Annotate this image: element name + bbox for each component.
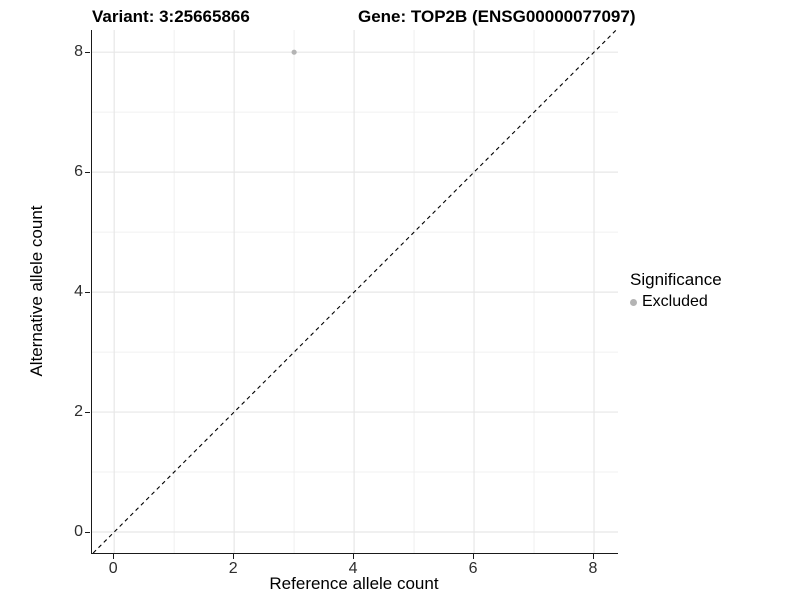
y-tick-label: 8 (74, 43, 83, 61)
excluded-point-icon (630, 298, 637, 306)
data-point (291, 49, 297, 55)
y-tick-mark (85, 411, 90, 413)
y-tick-label: 0 (74, 523, 83, 540)
y-tick-label: 4 (74, 283, 83, 301)
variant-title: Variant: 3:25665866 (92, 7, 250, 26)
x-tick-label: 4 (348, 560, 358, 577)
x-tick-mark (592, 554, 594, 559)
y-tick-mark (85, 51, 90, 53)
legend-item-excluded: Excluded (630, 293, 722, 311)
x-tick-label: 2 (228, 560, 238, 577)
x-axis-title: Reference allele count (269, 574, 439, 593)
y-tick-mark (85, 291, 90, 293)
x-tick-mark (352, 554, 354, 559)
x-tick-label: 6 (468, 560, 478, 577)
y-axis-title: Alternative allele count (27, 205, 46, 377)
plot-canvas (92, 30, 618, 553)
y-tick-mark (85, 531, 90, 533)
y-tick-label: 6 (74, 163, 83, 181)
x-tick-label: 8 (588, 560, 598, 577)
y-tick-mark (85, 171, 90, 173)
plot-panel (91, 30, 618, 554)
legend: Significance Excluded (630, 270, 722, 311)
legend-item-label: Excluded (642, 293, 708, 310)
x-tick-mark (472, 554, 474, 559)
y-tick-label: 2 (74, 403, 83, 421)
legend-title: Significance (630, 270, 722, 289)
gene-title: Gene: TOP2B (ENSG00000077097) (358, 7, 636, 26)
x-tick-mark (232, 554, 234, 559)
x-tick-mark (112, 554, 114, 559)
x-tick-label: 0 (108, 560, 118, 577)
identity-dashed-line (92, 30, 617, 553)
